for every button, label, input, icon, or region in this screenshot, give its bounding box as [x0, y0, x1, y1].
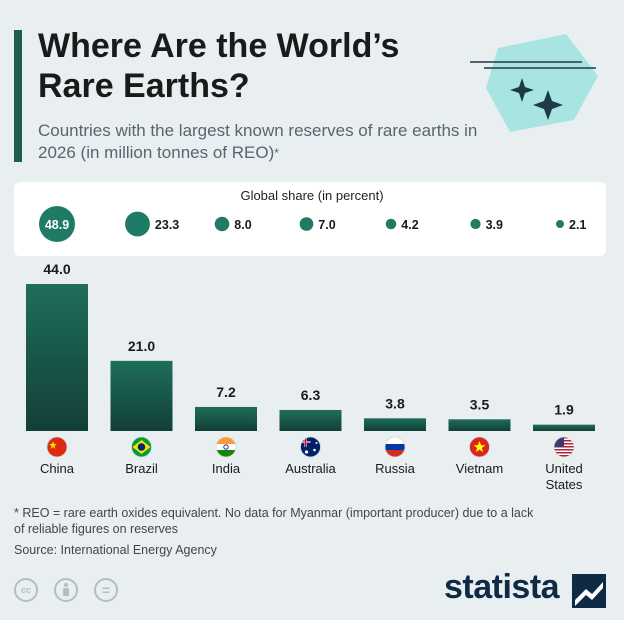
sparkle-hexagon-icon [470, 34, 598, 132]
bar-value-label: 21.0 [128, 338, 155, 354]
bar-value-label: 44.0 [43, 261, 70, 277]
flag-vn-icon [469, 436, 490, 458]
footnote: * REO = rare earth oxides equivalent. No… [14, 506, 534, 536]
bar [110, 360, 173, 431]
share-value-label: 23.3 [155, 218, 179, 232]
bar [448, 419, 511, 431]
share-bubble [214, 216, 230, 232]
statista-logo-icon[interactable] [572, 574, 606, 608]
share-value-label: 8.0 [234, 218, 251, 232]
bar [26, 284, 88, 431]
share-bubble [385, 218, 397, 230]
category-label: United [545, 461, 583, 476]
bar-value-label: 1.9 [554, 402, 574, 418]
bar-chart: 48.9 23.3 8.0 7.0 4.2 3.9 2.1 44.0 China 21.0 Bra… [26, 206, 595, 492]
bar [533, 424, 595, 431]
bar [279, 409, 342, 431]
flag-us-icon [553, 436, 575, 458]
flag-br-icon [131, 436, 152, 458]
bar [195, 406, 257, 431]
subtitle-text: Countries with the largest known reserve… [38, 121, 478, 162]
share-bubble [125, 211, 150, 237]
category-label: States [546, 477, 583, 492]
chart-subtitle: Countries with the largest known reserve… [38, 120, 518, 164]
share-bubble [299, 217, 314, 231]
share-bubble [39, 206, 75, 242]
subtitle-footnote-mark: * [274, 146, 279, 160]
flag-ru-icon [384, 436, 406, 458]
category-label: Australia [285, 461, 336, 476]
share-bubble [470, 218, 481, 230]
statista-logo[interactable]: statista [444, 568, 560, 606]
bar-value-label: 6.3 [301, 387, 321, 403]
no-derivatives-icon-text: = [101, 582, 111, 598]
bar-value-label: 3.8 [385, 395, 405, 411]
category-label: Vietnam [456, 461, 503, 476]
bar-value-label: 3.5 [470, 396, 490, 412]
bar-value-label: 7.2 [216, 384, 236, 400]
category-label: Russia [375, 461, 416, 476]
share-bubble [556, 220, 564, 228]
cc-icon: cc [14, 578, 38, 602]
flag-au-icon [300, 436, 321, 458]
share-value-label: 2.1 [569, 218, 586, 232]
share-value-label: 3.9 [486, 218, 503, 232]
share-value-label: 4.2 [401, 218, 418, 232]
category-label: India [212, 461, 241, 476]
share-value-label: 48.9 [45, 218, 69, 232]
share-value-label: 7.0 [318, 218, 335, 232]
title-accent-bar [14, 30, 22, 162]
flag-cn-icon [46, 436, 68, 458]
flag-in-icon [215, 436, 237, 458]
attribution-icon [54, 578, 78, 602]
cc-icon-text: cc [20, 585, 31, 595]
category-label: China [40, 461, 75, 476]
chart-title: Where Are the World’s Rare Earths? [38, 27, 400, 105]
source-note: Source: International Energy Agency [14, 543, 217, 557]
no-derivatives-icon: = [94, 578, 118, 602]
bar [364, 418, 426, 431]
global-share-title: Global share (in percent) [240, 188, 384, 203]
category-label: Brazil [125, 461, 158, 476]
